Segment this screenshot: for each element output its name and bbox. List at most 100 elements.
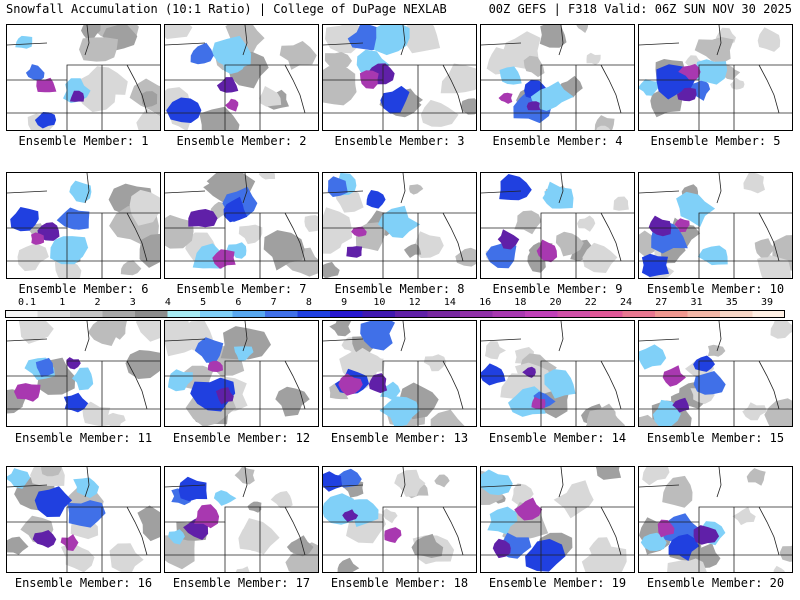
colorbar-tick-label: 3 xyxy=(129,297,136,308)
light-snow-area xyxy=(337,557,360,572)
ensemble-member-map xyxy=(6,24,161,131)
state-border xyxy=(639,64,792,81)
snowfall-map xyxy=(481,25,634,130)
moderate-snow-area xyxy=(639,344,667,370)
light-snow-area xyxy=(642,467,670,486)
state-border xyxy=(165,112,261,130)
heavy-snow-area xyxy=(207,360,223,372)
state-border xyxy=(639,190,680,194)
heavy-snow-area xyxy=(693,525,720,545)
moderate-snow-area xyxy=(360,321,395,351)
snowfall-map xyxy=(7,467,160,572)
moderate-snow-area xyxy=(693,371,726,395)
ensemble-member-caption: Ensemble Member: 20 xyxy=(646,576,785,590)
moderate-snow-area xyxy=(380,85,410,114)
state-border xyxy=(323,360,476,377)
ensemble-member-map xyxy=(638,466,793,573)
state-border xyxy=(7,360,160,377)
light-snow-area xyxy=(165,533,195,570)
moderate-snow-area xyxy=(194,337,224,363)
colorbar-tick-label: 9 xyxy=(341,297,348,308)
moderate-snow-area xyxy=(50,236,89,265)
state-border xyxy=(481,112,577,130)
state-border xyxy=(600,212,622,262)
colorbar-tick-label: 31 xyxy=(690,297,703,308)
state-border xyxy=(259,361,318,410)
heavy-snow-area xyxy=(359,70,379,89)
river-border xyxy=(558,25,564,56)
light-snow-area xyxy=(754,238,775,258)
colorbar-tick-label: 10 xyxy=(373,297,386,308)
light-snow-area xyxy=(105,412,126,426)
light-snow-area xyxy=(263,230,305,271)
colorbar-segment xyxy=(232,310,266,318)
run-valid-time: 00Z GEFS | F318 Valid: 06Z SUN NOV 30 20… xyxy=(488,2,792,16)
heavy-snow-area xyxy=(492,538,511,559)
state-border xyxy=(323,506,476,523)
state-border xyxy=(639,260,735,278)
ensemble-member-map xyxy=(322,466,477,573)
state-border xyxy=(442,506,464,556)
heavy-snow-area xyxy=(531,396,546,409)
light-snow-area xyxy=(329,321,352,337)
snowfall-map xyxy=(323,25,476,130)
light-snow-area xyxy=(7,536,29,555)
light-snow-area xyxy=(662,475,693,508)
heavy-snow-area xyxy=(338,373,363,396)
moderate-snow-area xyxy=(190,42,214,65)
heavy-snow-area xyxy=(351,226,367,237)
moderate-snow-area xyxy=(178,476,208,502)
snowfall-map xyxy=(165,25,318,130)
state-border xyxy=(7,190,48,194)
state-border xyxy=(165,42,206,46)
state-border xyxy=(442,64,464,114)
state-border xyxy=(323,408,419,426)
colorbar-tick-label: 12 xyxy=(408,297,421,308)
state-border xyxy=(165,338,206,342)
ensemble-member-map xyxy=(480,172,635,279)
river-border xyxy=(84,25,90,56)
state-border xyxy=(323,338,364,342)
state-border xyxy=(575,361,634,410)
heavy-snow-area xyxy=(14,383,41,402)
light-snow-area xyxy=(414,231,444,258)
light-snow-area xyxy=(286,535,314,557)
snowfall-map xyxy=(323,321,476,426)
state-border xyxy=(600,506,622,556)
moderate-snow-area xyxy=(373,25,410,56)
snowfall-map xyxy=(639,321,792,426)
state-border xyxy=(165,212,318,229)
state-border xyxy=(417,213,476,262)
moderate-snow-area xyxy=(366,190,386,209)
moderate-snow-area xyxy=(168,529,185,545)
light-snow-area xyxy=(694,37,734,64)
colorbar-segment xyxy=(70,310,103,318)
state-border xyxy=(7,42,48,46)
light-snow-area xyxy=(125,350,160,379)
ensemble-member-map xyxy=(638,172,793,279)
state-border xyxy=(733,507,792,556)
state-border xyxy=(101,65,160,114)
moderate-snow-area xyxy=(693,355,715,372)
moderate-snow-area xyxy=(166,97,202,123)
state-border xyxy=(575,213,634,262)
snowfall-map xyxy=(639,25,792,130)
snowfall-map xyxy=(323,467,476,572)
colorbar-segment xyxy=(622,310,656,318)
ensemble-member-map xyxy=(322,172,477,279)
heavy-snow-area xyxy=(216,77,239,93)
light-snow-area xyxy=(589,537,612,558)
state-border xyxy=(481,554,577,572)
heavy-snow-area xyxy=(657,519,675,538)
ensemble-member-caption: Ensemble Member: 12 xyxy=(172,431,311,445)
light-snow-area xyxy=(109,543,144,572)
state-border xyxy=(323,64,476,81)
heavy-snow-area xyxy=(368,373,388,394)
state-border xyxy=(639,212,792,229)
colorbar-segment xyxy=(687,310,721,318)
snowfall-map xyxy=(165,467,318,572)
state-border xyxy=(639,112,735,130)
light-snow-area xyxy=(409,184,424,195)
state-border xyxy=(7,260,103,278)
light-snow-area xyxy=(17,243,49,272)
